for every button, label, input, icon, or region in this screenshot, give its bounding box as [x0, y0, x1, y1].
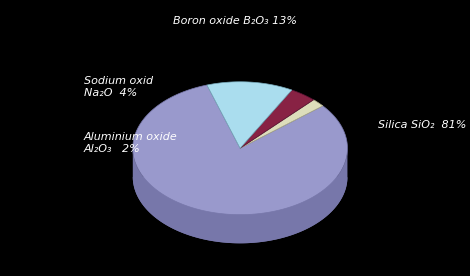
Polygon shape [207, 82, 292, 148]
Text: Silica SiO₂  81%: Silica SiO₂ 81% [378, 120, 467, 130]
Polygon shape [133, 177, 347, 243]
Polygon shape [240, 100, 323, 148]
Text: Sodium oxid
Na₂O  4%: Sodium oxid Na₂O 4% [84, 76, 153, 98]
Text: Boron oxide B₂O₃ 13%: Boron oxide B₂O₃ 13% [173, 15, 297, 26]
Text: Aluminium oxide
Al₂O₃   2%: Aluminium oxide Al₂O₃ 2% [84, 132, 178, 154]
Polygon shape [133, 148, 347, 243]
Polygon shape [240, 90, 313, 148]
Polygon shape [133, 85, 347, 215]
